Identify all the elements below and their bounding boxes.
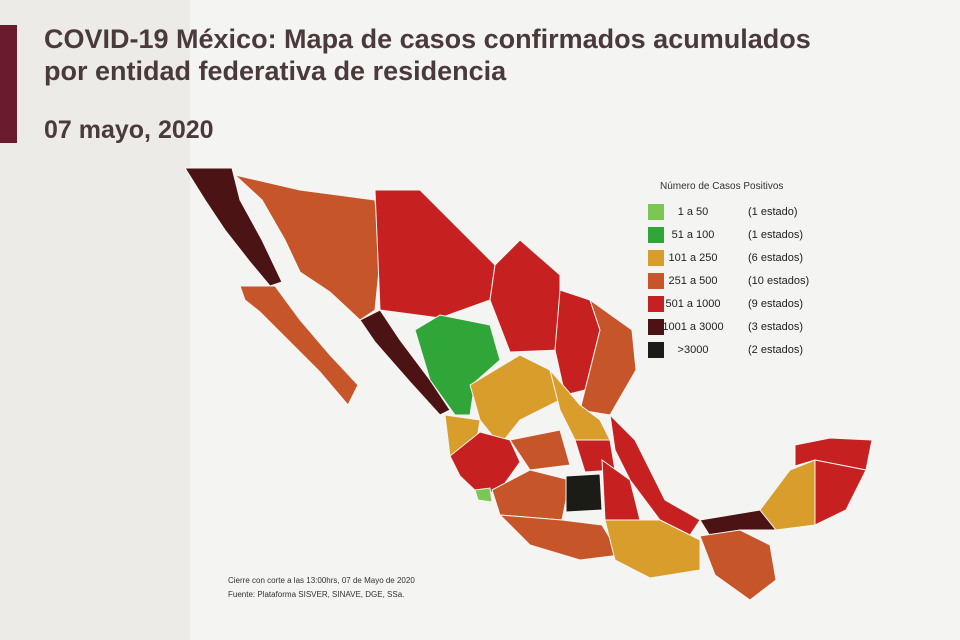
- accent-bar: [0, 25, 17, 143]
- state-region: [699, 509, 778, 537]
- state-region: [759, 459, 816, 531]
- date: 07 mayo, 2020: [44, 116, 214, 144]
- decor-panel: [0, 0, 190, 640]
- legend: 1 a 50 (1 estado) 51 a 100 (1 estados) 101 a…: [648, 204, 809, 358]
- state-region: [498, 514, 621, 561]
- state-region: [509, 429, 571, 471]
- state-region: [474, 487, 493, 503]
- state-region: [449, 431, 521, 496]
- state-region: [184, 167, 283, 287]
- title-line: COVID-19 México: Mapa de casos confirmad…: [44, 24, 811, 54]
- legend-swatch: [648, 250, 664, 266]
- legend-range: >3000: [678, 344, 709, 356]
- legend-count: (10 estados): [748, 275, 809, 287]
- state-region: [374, 189, 496, 319]
- state-region: [239, 285, 359, 406]
- state-region: [469, 354, 561, 446]
- state-region: [359, 309, 451, 416]
- title-line: por entidad federativa de residencia: [44, 56, 507, 86]
- legend-count: (6 estados): [748, 252, 803, 264]
- legend-swatch: [648, 273, 664, 289]
- footer-note: Fuente: Plataforma SISVER, SINAVE, DGE, …: [228, 590, 404, 599]
- legend-title: Número de Casos Positivos: [660, 181, 783, 192]
- legend-swatch: [648, 296, 664, 312]
- state-region: [489, 239, 561, 353]
- legend-range: 1001 a 3000: [662, 321, 723, 333]
- map: [184, 167, 873, 601]
- legend-count: (1 estado): [748, 206, 798, 218]
- legend-range: 251 a 500: [669, 275, 718, 287]
- footer-note: Cierre con corte a las 13:00hrs, 07 de M…: [228, 576, 415, 585]
- legend-swatch: [648, 204, 664, 220]
- legend-count: (2 estados): [748, 344, 803, 356]
- state-region: [579, 298, 637, 416]
- legend-swatch: [648, 227, 664, 243]
- state-region: [699, 529, 777, 601]
- state-region: [604, 519, 701, 579]
- legend-swatch: [648, 342, 664, 358]
- state-region: [565, 473, 603, 513]
- legend-range: 501 a 1000: [665, 298, 720, 310]
- state-region: [814, 459, 867, 526]
- legend-count: (3 estados): [748, 321, 803, 333]
- legend-count: (1 estados): [748, 229, 803, 241]
- legend-range: 51 a 100: [672, 229, 715, 241]
- legend-swatch: [648, 319, 664, 335]
- legend-count: (9 estados): [748, 298, 803, 310]
- legend-range: 101 a 250: [669, 252, 718, 264]
- legend-range: 1 a 50: [678, 206, 709, 218]
